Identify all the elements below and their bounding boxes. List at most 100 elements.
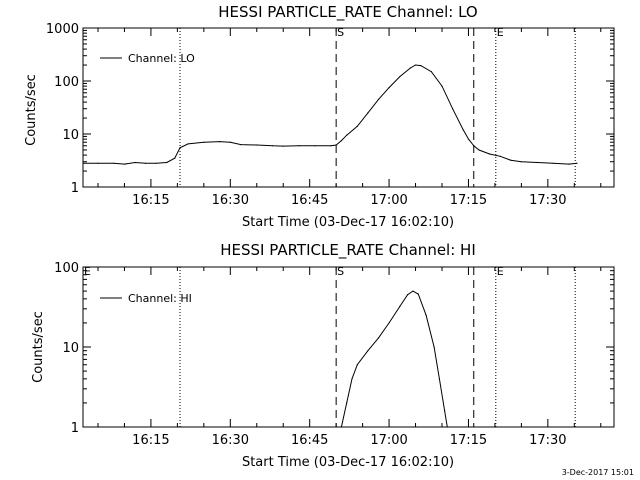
data-point [155,162,157,164]
chart-panel-hi: HESSI PARTICLE_RATE Channel: HI Start Ti… [31,241,615,470]
event-marker-label: S [337,265,344,278]
x-tick-label: 17:30 [529,433,566,448]
data-point [451,108,454,110]
series-line-channel-hi [340,290,448,428]
data-point [174,157,176,159]
data-point [425,314,427,316]
data-point [438,378,440,380]
data-point [462,129,464,131]
data-point [377,98,380,100]
data-point [433,346,435,348]
data-point [406,294,409,296]
y-tick-label: 10 [62,128,79,143]
y-tick-label: 1000 [46,22,79,37]
data-point [367,112,369,114]
data-point [510,159,512,161]
plot-frame [82,27,615,188]
y-axis-label: Counts/sec [31,311,46,383]
data-point [388,322,390,324]
data-point [576,162,578,164]
data-point [82,162,84,164]
x-tick-label: 17:15 [450,193,487,208]
legend-label: Channel: HI [128,292,192,305]
x-tick-label: 17:30 [529,193,566,208]
event-marker-label: E [84,265,91,278]
data-point [399,76,401,78]
y-tick-label: 1 [71,181,79,196]
legend-label: Channel: LO [128,52,195,65]
data-point [335,144,337,146]
data-point [145,162,147,164]
chart-panel-lo: HESSI PARTICLE_RATE Channel: LO Start Ti… [24,3,615,230]
data-point [346,402,348,404]
data-point [123,163,126,165]
data-point [179,147,181,149]
data-point [377,337,380,339]
series-line-channel-lo [83,64,578,165]
timestamp: 3-Dec-2017 15:01 [562,468,634,477]
data-point [298,145,300,147]
x-tick-label: 16:30 [212,433,249,448]
data-point [552,162,554,164]
data-point [399,305,401,308]
data-point [340,140,343,142]
data-point [414,64,417,66]
data-point [134,161,136,164]
plot-frame [82,266,615,428]
y-axis-label: Counts/sec [24,74,39,146]
data-point [467,138,470,140]
x-axis-label: Start Time (03-Dec-17 16:02:10) [242,215,454,230]
data-point [499,155,501,157]
data-point [229,141,231,143]
data-point [444,410,446,412]
data-point [473,145,475,147]
data-point [356,364,358,366]
data-point [478,149,480,151]
data-point [256,144,258,146]
event-marker-label: E [497,265,504,278]
data-point [420,65,422,67]
x-tick-label: 16:45 [291,193,328,208]
data-point [568,163,570,165]
data-point [97,162,99,164]
data-point [356,125,358,127]
chart-title: HESSI PARTICLE_RATE Channel: LO [218,3,477,22]
data-point [346,134,348,136]
x-tick-label: 16:15 [132,193,169,208]
data-point [351,378,353,380]
data-point [430,71,433,73]
y-tick-label: 1 [71,421,79,436]
data-point [417,293,419,295]
x-tick-label: 17:00 [370,433,407,448]
data-point [489,153,491,155]
data-point [330,145,332,147]
data-point [314,145,316,147]
data-point [412,290,414,292]
y-tick-label: 10 [62,341,79,356]
x-tick-label: 16:45 [291,433,328,448]
event-marker-label: E [497,26,504,39]
x-tick-label: 16:30 [212,193,249,208]
data-point [203,141,205,143]
data-point [409,67,411,69]
data-point [340,426,343,428]
data-point [240,144,242,146]
data-point [536,161,538,164]
y-tick-label: 100 [54,261,79,276]
data-point [166,161,168,164]
data-point [441,85,443,87]
x-tick-label: 17:15 [450,433,487,448]
data-point [187,143,189,145]
data-point [388,87,390,89]
data-point [113,162,115,164]
x-tick-label: 17:00 [370,193,407,208]
data-point [282,145,284,147]
data-point [219,140,221,143]
data-point [446,426,448,428]
data-point [272,145,274,147]
chart-title: HESSI PARTICLE_RATE Channel: HI [220,241,476,260]
data-point [367,350,369,352]
x-axis-label: Start Time (03-Dec-17 16:02:10) [242,455,454,470]
x-tick-label: 16:15 [132,433,169,448]
